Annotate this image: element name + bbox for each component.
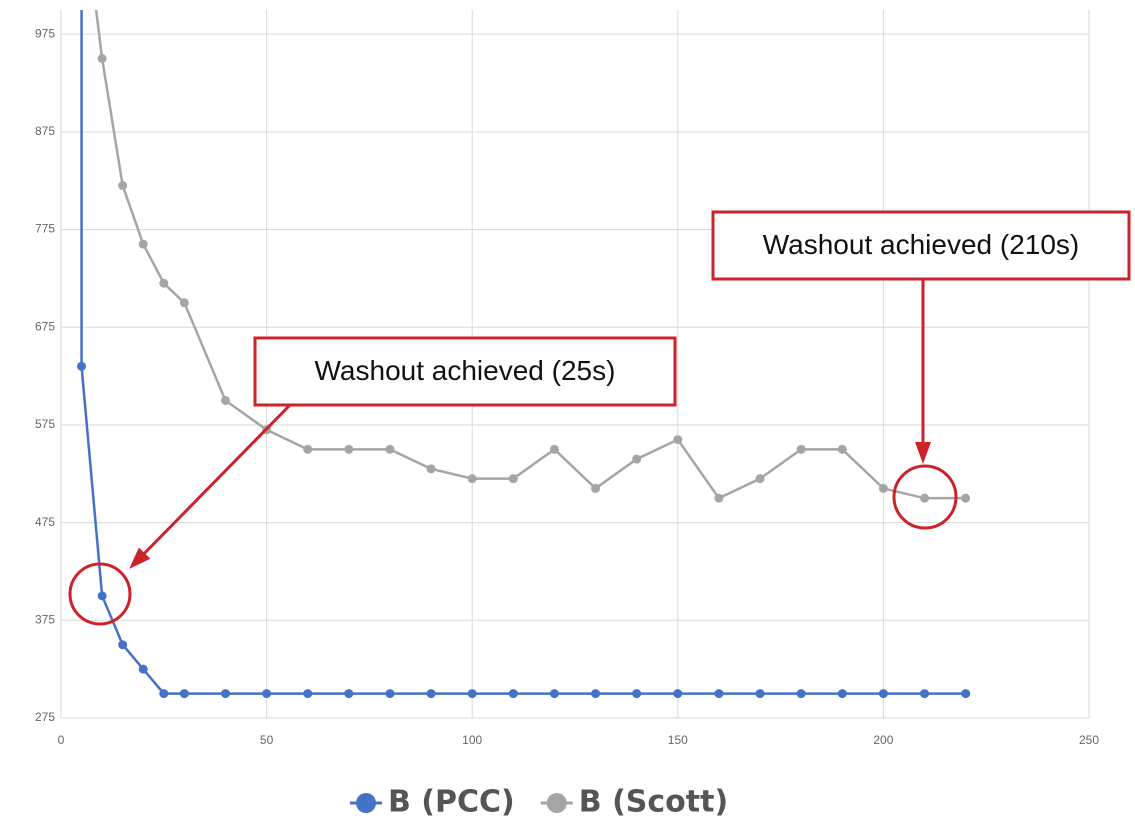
y-tick-label: 275 [35,710,55,724]
data-point [179,689,189,699]
data-point [426,464,436,474]
x-tick-label: 50 [260,733,274,747]
annotation-circle [68,562,132,626]
x-tick-label: 200 [873,733,893,747]
y-tick-label: 775 [35,222,55,236]
data-point [385,444,395,454]
data-point [837,689,847,699]
data-point [118,640,128,650]
data-point [77,361,87,371]
annotation-arrow [130,403,292,568]
data-point [755,474,765,484]
annotation-box [711,210,1131,281]
data-point [159,278,169,288]
x-tick-label: 100 [462,733,482,747]
data-point [97,591,107,601]
data-point [920,689,930,699]
legend-label: B (Scott) [579,785,728,820]
data-point [179,298,189,308]
y-tick-label: 475 [35,515,55,529]
data-point [714,689,724,699]
data-point [303,444,313,454]
data-point [344,444,354,454]
arrow-head [915,442,931,464]
data-point [591,689,601,699]
annotation-box [253,336,677,407]
legend-label: B (PCC) [388,785,515,820]
y-tick-label: 375 [35,612,55,626]
data-point [591,483,601,493]
data-point [303,689,313,699]
data-point [467,689,477,699]
data-point [961,493,971,503]
annotation-text: Washout achieved (25s) [315,355,616,386]
data-point [961,689,971,699]
data-point [138,239,148,249]
data-point [385,689,395,699]
annotation-circle [892,464,958,530]
data-point [714,493,724,503]
data-point [508,474,518,484]
data-point [755,689,765,699]
data-point [262,689,272,699]
x-tick-label: 250 [1079,733,1099,747]
data-point [118,181,128,191]
data-point [344,689,354,699]
data-point [796,444,806,454]
data-point [920,493,930,503]
legend-marker [546,793,567,813]
data-point [796,689,806,699]
data-point [467,474,477,484]
data-point [220,689,230,699]
data-point [549,444,559,454]
data-point [878,483,888,493]
data-point [837,444,847,454]
data-point [97,54,107,64]
y-tick-label: 875 [35,124,55,138]
y-tick-label: 575 [35,417,55,431]
arrow-head [129,547,151,569]
x-tick-label: 0 [58,733,65,747]
data-point [632,689,642,699]
data-point [508,689,518,699]
legend-marker [356,793,376,813]
data-point [673,435,683,445]
data-point [632,454,642,464]
y-tick-label: 975 [35,26,55,40]
data-point [159,689,169,699]
data-point [878,689,888,699]
y-tick-label: 675 [35,319,55,333]
data-point [426,689,436,699]
x-tick-label: 150 [668,733,688,747]
data-point [549,689,559,699]
data-point [673,689,683,699]
annotation-text: Washout achieved (210s) [763,229,1079,260]
data-point [220,395,230,405]
series-line [80,10,966,695]
data-point [138,664,148,674]
